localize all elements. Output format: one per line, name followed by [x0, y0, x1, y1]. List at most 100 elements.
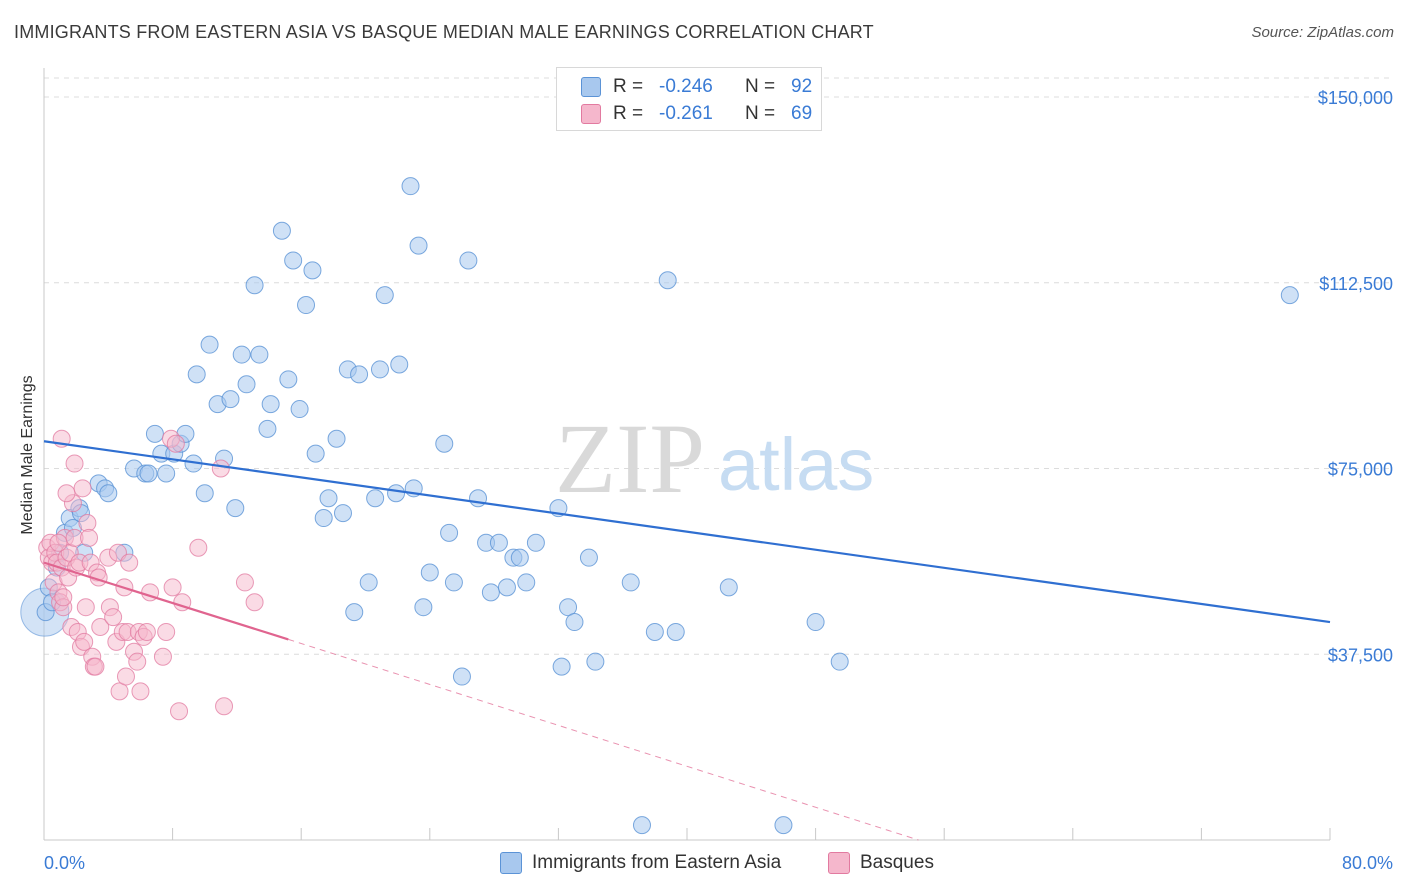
point-basques [54, 588, 73, 607]
legend-swatch-blue [581, 77, 601, 97]
point-eastern-asia [586, 652, 605, 671]
point-basques [170, 702, 189, 721]
grid [44, 77, 1392, 655]
point-eastern-asia [245, 276, 264, 295]
point-eastern-asia [489, 533, 508, 552]
legend-n-value: 69 [791, 103, 813, 124]
point-eastern-asia [345, 603, 364, 622]
point-basques [211, 459, 230, 478]
point-eastern-asia [375, 286, 394, 305]
series-basques [38, 429, 264, 721]
point-eastern-asia [221, 390, 240, 409]
point-eastern-asia [526, 533, 545, 552]
legend-r-value: -0.246 [659, 76, 713, 97]
point-basques [189, 538, 208, 557]
point-basques [137, 622, 156, 641]
point-basques [86, 657, 105, 676]
x-tick-label: 0.0% [44, 853, 85, 873]
legend-n-value: 92 [791, 76, 813, 97]
point-eastern-asia [350, 365, 369, 384]
point-basques [57, 484, 76, 503]
point-eastern-asia [250, 345, 269, 364]
point-basques [76, 598, 95, 617]
series-legend-basques: Basques [828, 852, 934, 874]
point-basques [108, 543, 127, 562]
series-legend-eastern-asia: Immigrants from Eastern Asia [500, 852, 781, 874]
source-label: Source: ZipAtlas.com [1251, 24, 1394, 41]
legend-r-value: -0.261 [659, 103, 713, 124]
point-eastern-asia [370, 360, 389, 379]
point-eastern-asia [658, 271, 677, 290]
point-eastern-asia [621, 573, 640, 592]
watermark-zip: ZIP [555, 403, 705, 514]
point-basques [91, 618, 110, 637]
axes [43, 68, 1331, 841]
point-eastern-asia [366, 489, 385, 508]
point-eastern-asia [830, 652, 849, 671]
y-axis-title: Median Male Earnings [19, 375, 36, 534]
point-eastern-asia [632, 816, 651, 835]
chart-title: IMMIGRANTS FROM EASTERN ASIA VS BASQUE M… [14, 22, 874, 42]
point-eastern-asia [306, 444, 325, 463]
point-eastern-asia [333, 504, 352, 523]
point-eastern-asia [774, 816, 793, 835]
point-eastern-asia [297, 296, 316, 315]
point-eastern-asia [261, 395, 280, 414]
point-eastern-asia [145, 424, 164, 443]
point-eastern-asia [284, 251, 303, 270]
point-eastern-asia [279, 370, 298, 389]
legend: R = -0.246 N = 92 R = -0.261 N = 69 [556, 67, 822, 131]
y-tick-label: $112,500 [1319, 274, 1393, 294]
y-axis-labels: $37,500 $75,000 $112,500 $150,000 [1318, 88, 1393, 665]
point-eastern-asia [510, 548, 529, 567]
trend-line-basques [43, 561, 289, 641]
point-basques [73, 479, 92, 498]
y-tick-label: $75,000 [1328, 460, 1393, 480]
point-eastern-asia [226, 499, 245, 518]
point-eastern-asia [452, 667, 471, 686]
point-eastern-asia [459, 251, 478, 270]
legend-n-label: N = [745, 103, 776, 124]
series-legend-label: Basques [860, 852, 934, 873]
point-eastern-asia [552, 657, 571, 676]
point-basques [235, 573, 254, 592]
series-legend: Immigrants from Eastern Asia Basques [0, 852, 1406, 878]
point-eastern-asia [258, 419, 277, 438]
point-eastern-asia [719, 578, 738, 597]
legend-r-label: R = [613, 103, 644, 124]
point-eastern-asia [420, 563, 439, 582]
point-basques [157, 622, 176, 641]
y-tick-label: $37,500 [1328, 645, 1393, 665]
point-basques [78, 513, 97, 532]
legend-n-label: N = [745, 76, 776, 97]
point-eastern-asia [314, 509, 333, 528]
point-basques [110, 682, 129, 701]
point-basques [166, 434, 185, 453]
point-eastern-asia [579, 548, 598, 567]
series-legend-swatch-pink [828, 852, 850, 874]
point-basques [116, 667, 135, 686]
series-legend-label: Immigrants from Eastern Asia [532, 852, 782, 873]
point-eastern-asia [319, 489, 338, 508]
point-eastern-asia [517, 573, 536, 592]
point-basques [75, 632, 94, 651]
point-eastern-asia [157, 464, 176, 483]
point-eastern-asia [559, 598, 578, 617]
point-basques [131, 682, 150, 701]
point-basques [104, 608, 123, 627]
x-axis-labels: 0.0% 80.0% [44, 853, 1393, 873]
point-eastern-asia [401, 177, 420, 196]
point-eastern-asia [237, 375, 256, 394]
point-eastern-asia [99, 484, 118, 503]
point-eastern-asia [359, 573, 378, 592]
point-eastern-asia [497, 578, 516, 597]
point-basques [49, 533, 68, 552]
point-eastern-asia [327, 429, 346, 448]
point-basques [80, 528, 99, 547]
point-eastern-asia [440, 523, 459, 542]
point-eastern-asia [303, 261, 322, 280]
watermark-atlas: atlas [718, 423, 874, 506]
point-basques [245, 593, 264, 612]
point-eastern-asia [387, 484, 406, 503]
point-eastern-asia [200, 335, 219, 354]
